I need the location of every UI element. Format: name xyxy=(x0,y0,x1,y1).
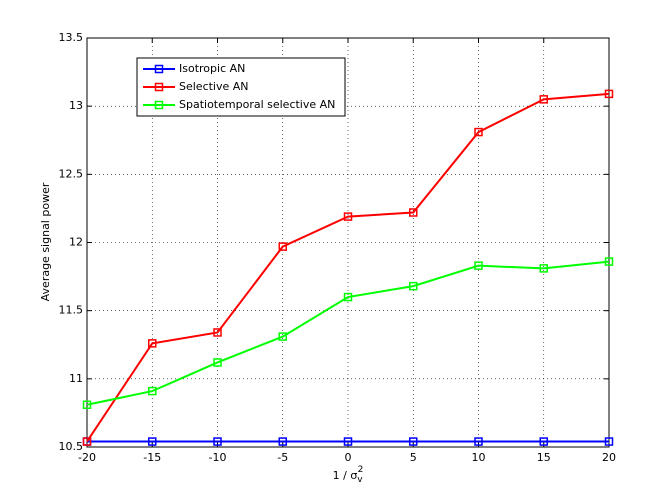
x-label-main: 1 / σ xyxy=(333,469,358,482)
y-axis-label: Average signal power xyxy=(39,182,52,301)
point-marker xyxy=(474,261,483,270)
point-marker xyxy=(82,437,92,446)
point-marker xyxy=(213,437,222,446)
point-marker xyxy=(604,89,614,99)
y-tick-label: 13 xyxy=(69,99,83,112)
point-marker xyxy=(604,257,614,266)
point-marker xyxy=(278,437,287,446)
legend-label: Selective AN xyxy=(179,80,249,93)
point-marker xyxy=(604,437,614,446)
point-marker xyxy=(539,437,548,446)
x-label-sub: v xyxy=(357,475,363,485)
point-marker xyxy=(474,127,483,137)
point-marker xyxy=(539,95,548,104)
point-marker xyxy=(539,264,548,273)
point-marker xyxy=(409,281,418,291)
legend-marker xyxy=(154,100,164,110)
legend-label: Isotropic AN xyxy=(179,62,245,75)
series-line xyxy=(86,92,610,443)
x-tick-label: 20 xyxy=(602,451,616,464)
legend-label: Spatiotemporal selective AN xyxy=(179,98,335,111)
point-marker xyxy=(82,400,92,409)
point-marker xyxy=(474,437,483,446)
point-marker xyxy=(343,292,353,302)
x-tick-label: 15 xyxy=(537,451,551,464)
point-marker xyxy=(148,386,157,396)
point-marker xyxy=(278,242,287,251)
x-tick-label: -20 xyxy=(78,451,96,464)
y-tick-label: 13.5 xyxy=(59,31,84,44)
series-line xyxy=(86,260,610,406)
point-marker xyxy=(213,358,222,367)
x-tick-label: -15 xyxy=(143,451,161,464)
y-tick-label: 12 xyxy=(69,236,83,249)
y-tick-label: 11 xyxy=(69,372,83,385)
x-label-sup: 2 xyxy=(358,465,364,475)
point-marker xyxy=(343,212,353,221)
x-tick-label: -10 xyxy=(209,451,227,464)
x-tick-label: -5 xyxy=(277,451,288,464)
legend-marker xyxy=(154,64,164,74)
point-marker xyxy=(343,437,353,446)
point-marker xyxy=(148,437,157,446)
legend: Isotropic AN Selective AN Spatiotemporal s… xyxy=(136,57,346,117)
x-tick-label: 10 xyxy=(472,451,486,464)
plot-frame xyxy=(86,37,610,448)
point-marker xyxy=(409,208,418,217)
x-tick-label: 5 xyxy=(410,451,417,464)
y-tick-label: 10.5 xyxy=(59,440,84,453)
point-marker xyxy=(148,339,157,348)
x-tick-label: 0 xyxy=(345,451,352,464)
legend-marker xyxy=(154,82,164,92)
y-tick-label: 12.5 xyxy=(59,167,84,180)
point-marker xyxy=(409,437,418,446)
y-tick-label: 11.5 xyxy=(59,304,84,317)
point-marker xyxy=(278,332,287,341)
point-marker xyxy=(213,328,222,337)
x-axis-label: 1 / σv2 xyxy=(333,465,364,485)
